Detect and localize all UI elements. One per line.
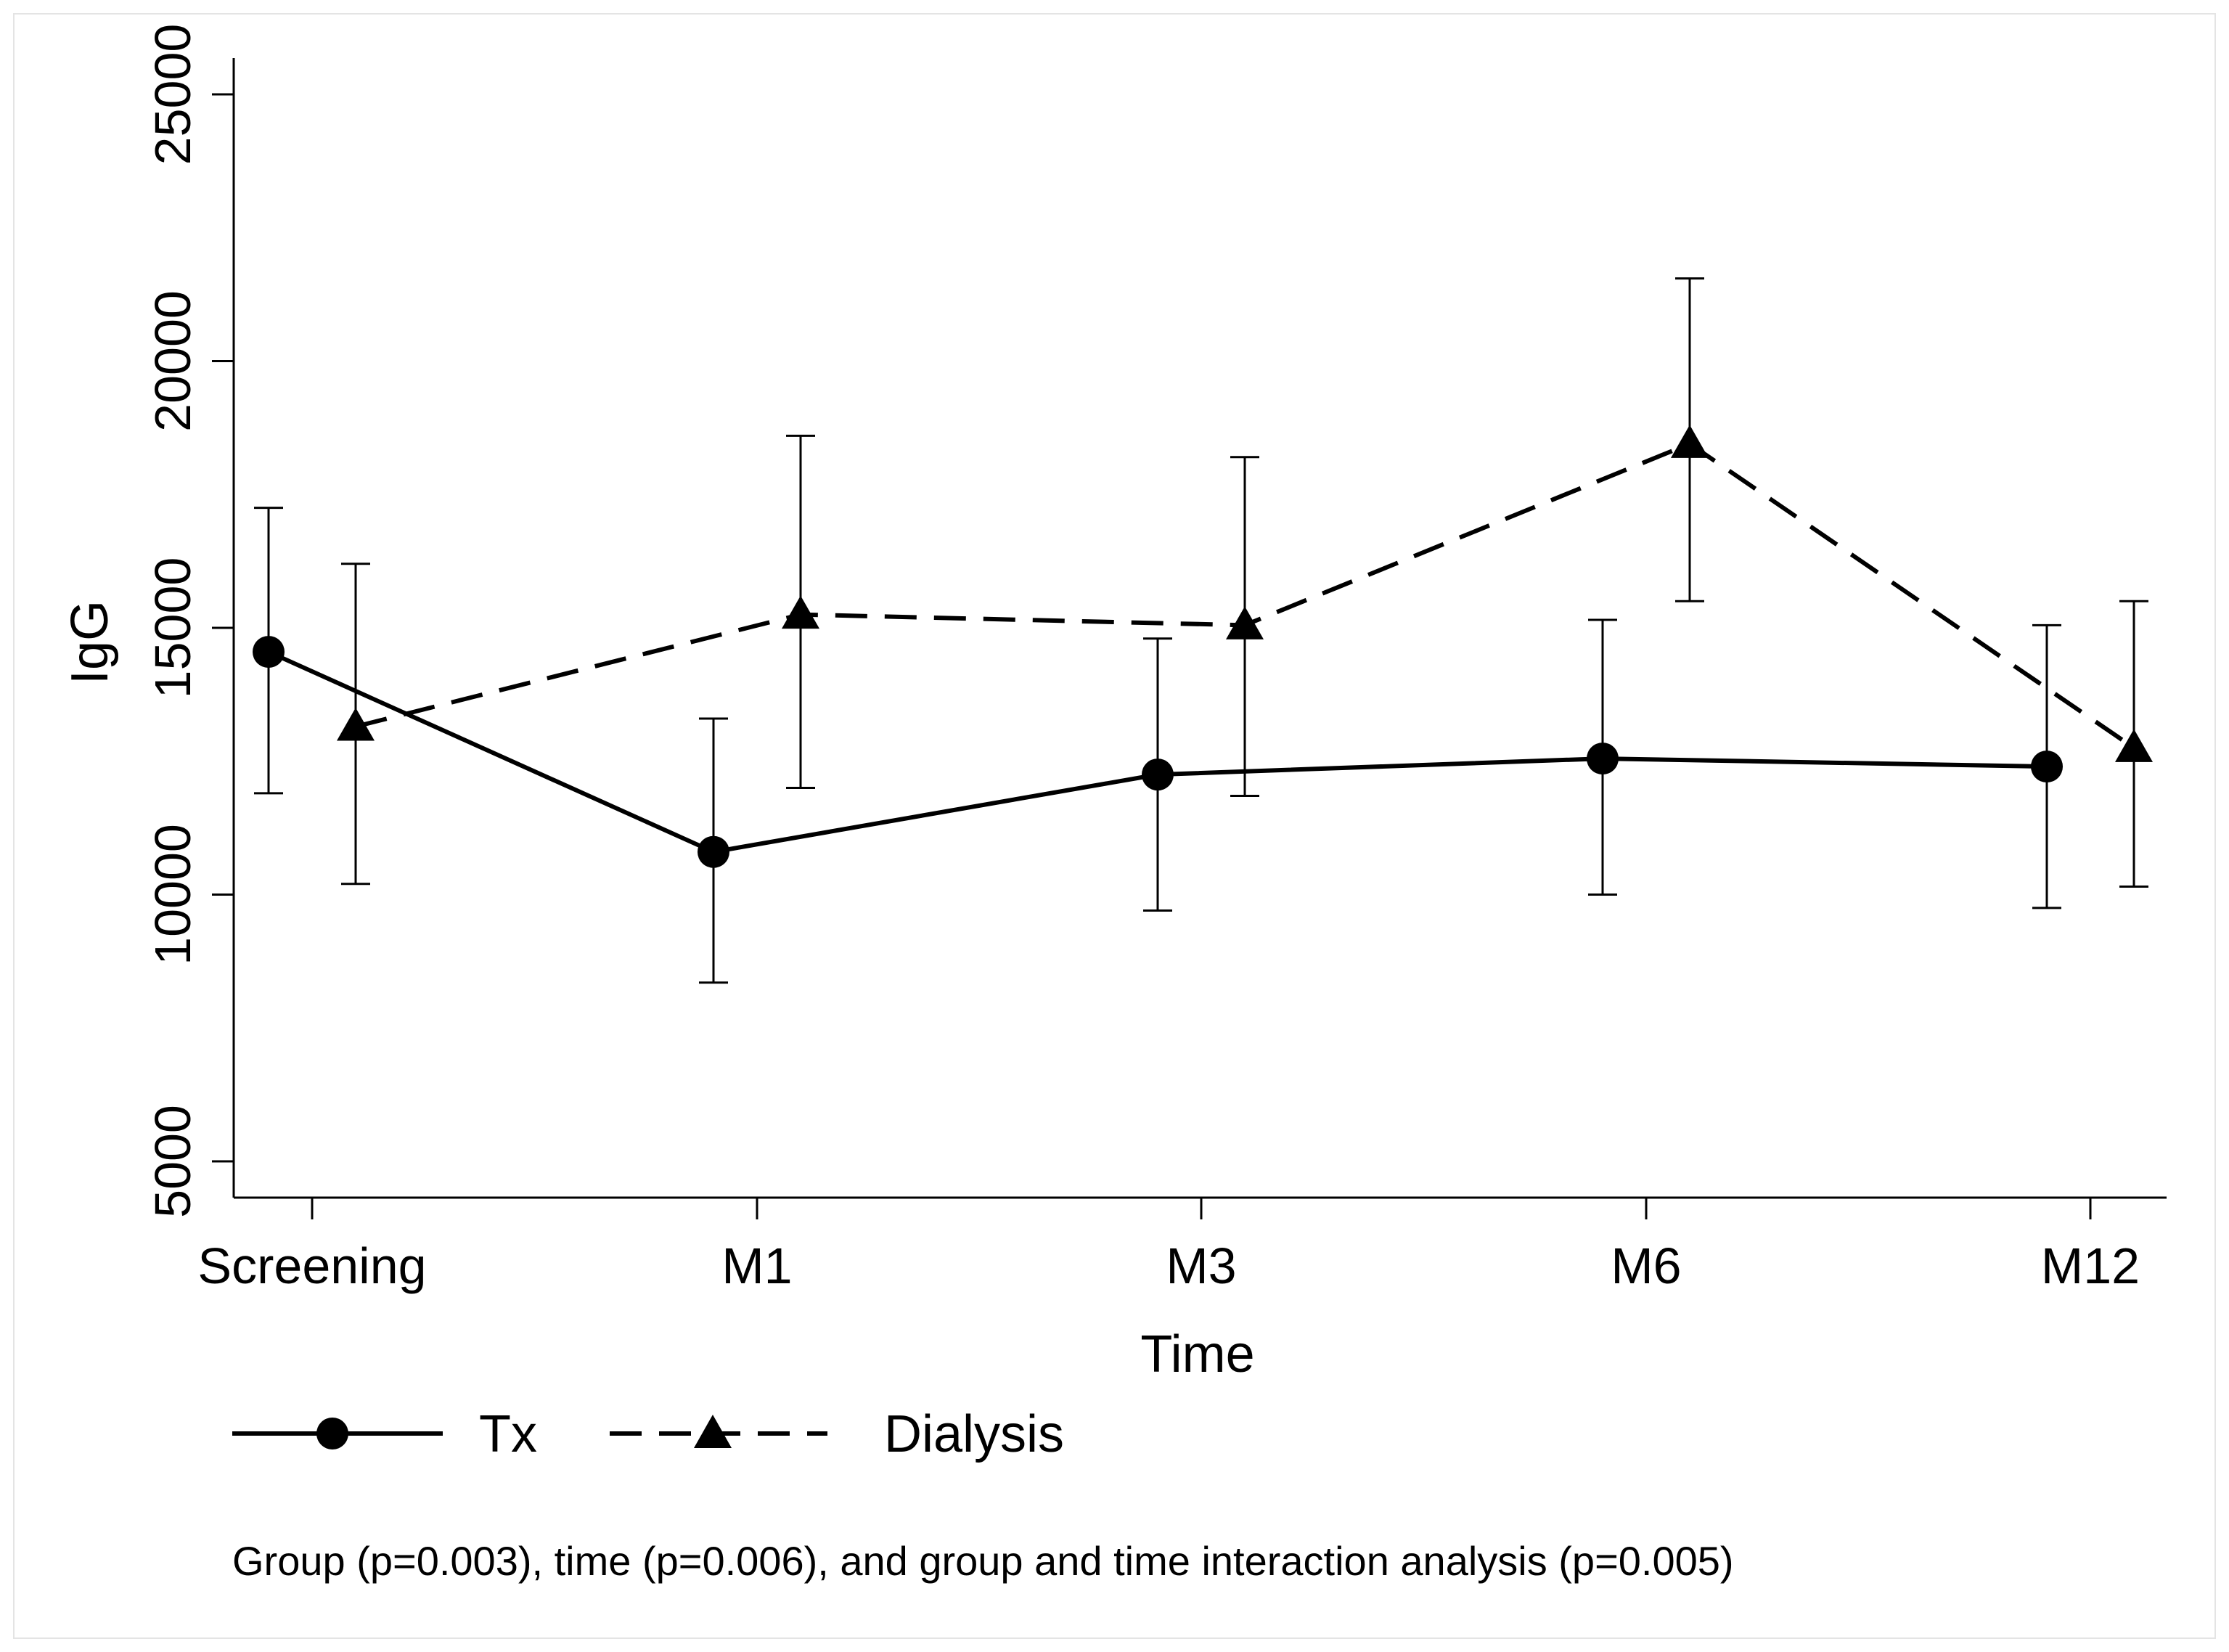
x-axis-title: Time <box>1140 1325 1254 1383</box>
y-axis-ticks: 5000 10000 15000 20000 25000 <box>144 24 234 1218</box>
data-point-tx-m12 <box>2031 751 2063 783</box>
data-point-dialysis-m6 <box>1671 425 1709 458</box>
y-tick-label-10000: 10000 <box>144 824 201 965</box>
statistics-note: Group (p=0.003), time (p=0.006), and gro… <box>232 1538 1734 1584</box>
x-tick-label-m12: M12 <box>2041 1238 2140 1294</box>
legend: Tx Dialysis <box>232 1405 1064 1463</box>
series-layer <box>253 277 2153 984</box>
legend-marker-dialysis <box>694 1415 732 1448</box>
x-tick-label-m6: M6 <box>1611 1238 1681 1294</box>
data-point-tx-m6 <box>1587 743 1619 775</box>
legend-label-dialysis: Dialysis <box>884 1405 1064 1463</box>
y-axis-title: IgG <box>61 600 119 684</box>
series-dialysis <box>337 277 2153 888</box>
y-tick-label-20000: 20000 <box>144 290 201 432</box>
data-point-dialysis-m12 <box>2115 729 2153 762</box>
data-point-dialysis-screening <box>337 707 375 741</box>
data-point-tx-screening <box>253 636 285 668</box>
y-tick-label-25000: 25000 <box>144 24 201 165</box>
data-point-tx-m1 <box>698 835 729 868</box>
legend-label-tx: Tx <box>479 1405 537 1463</box>
chart-frame <box>13 13 2216 1639</box>
y-tick-label-15000: 15000 <box>144 557 201 699</box>
legend-item-tx: Tx <box>232 1405 537 1463</box>
data-point-tx-m3 <box>1142 758 1174 791</box>
legend-marker-tx <box>316 1418 348 1449</box>
series-tx <box>253 507 2063 984</box>
x-tick-label-m3: M3 <box>1166 1238 1236 1294</box>
axes <box>232 58 2167 1199</box>
x-axis-ticks: Screening M1 M3 M6 M12 <box>197 1198 2140 1294</box>
legend-item-dialysis: Dialysis <box>610 1405 1064 1463</box>
x-tick-label-screening: Screening <box>197 1238 426 1294</box>
y-tick-label-5000: 5000 <box>144 1105 201 1218</box>
data-point-dialysis-m3 <box>1226 606 1264 639</box>
data-point-dialysis-m1 <box>782 595 819 629</box>
x-tick-label-m1: M1 <box>721 1238 792 1294</box>
